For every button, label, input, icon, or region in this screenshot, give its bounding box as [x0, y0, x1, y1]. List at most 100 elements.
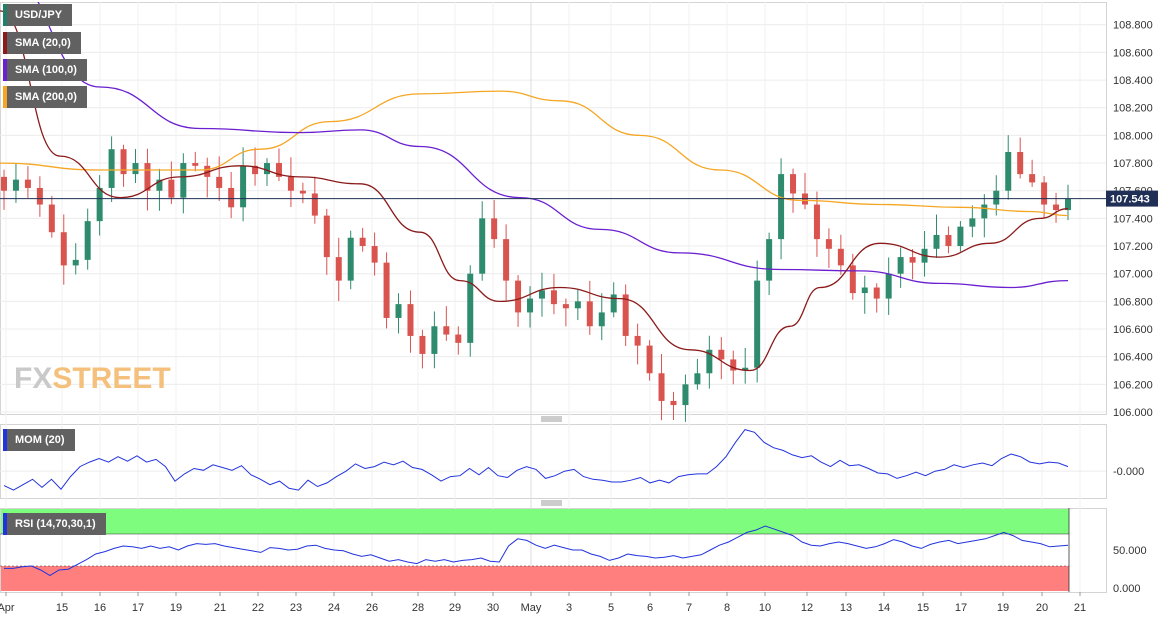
y-tick-label: 107.200	[1113, 241, 1153, 253]
candle-body	[766, 239, 773, 281]
legend-sma-20[interactable]: SMA (20,0)	[3, 32, 81, 54]
candle-body	[670, 400, 677, 406]
x-tick-label: 17	[955, 602, 967, 614]
legend-sma-200[interactable]: SMA (200,0)	[3, 86, 87, 108]
rsi-overbought-zone	[1, 509, 1069, 534]
x-tick-label: 6	[647, 602, 653, 614]
candle-body	[419, 335, 426, 354]
candle-body	[12, 179, 19, 191]
candle-body	[299, 190, 306, 194]
candle-body	[407, 304, 414, 336]
x-tick-label: 21	[1074, 602, 1086, 614]
candle-body	[311, 193, 318, 216]
candle-body	[120, 149, 127, 175]
candle-body	[574, 301, 581, 309]
candle-body	[24, 179, 31, 188]
fxstreet-logo: FXSTREET	[14, 362, 171, 395]
x-tick-label: 28	[412, 602, 424, 614]
candles	[1, 135, 1071, 422]
candle-body	[515, 280, 522, 313]
candle-body	[287, 176, 294, 191]
legend-swatch	[3, 429, 7, 451]
y-tick-label: 108.400	[1113, 75, 1153, 87]
candle-body	[252, 165, 259, 175]
candle-body	[180, 163, 187, 198]
y-tick-label: 106.000	[1113, 407, 1153, 419]
candle-body	[993, 190, 1000, 205]
legend-label: SMA (100,0)	[15, 64, 77, 76]
candle-body	[479, 218, 486, 274]
x-tick-label: 5	[608, 602, 614, 614]
candle-body	[323, 215, 330, 258]
legend-label: MOM (20)	[15, 434, 65, 446]
y-tick-label: 108.800	[1113, 20, 1153, 32]
x-tick-label: 30	[487, 602, 499, 614]
y-tick-label: 107.800	[1113, 158, 1153, 170]
candle-body	[1029, 174, 1036, 183]
y-tick-label: 107.000	[1113, 269, 1153, 281]
legend-swatch	[3, 32, 7, 54]
legend-label: RSI (14,70,30,1)	[15, 518, 96, 530]
candle-body	[813, 204, 820, 240]
candle-body	[156, 179, 163, 191]
candle-body	[491, 218, 498, 240]
last-price-label: 107.543	[1110, 194, 1150, 206]
y-tick-label: 108.000	[1113, 130, 1153, 142]
candle-body	[1005, 151, 1012, 191]
candle-body	[538, 290, 545, 299]
x-tick-label: 7	[686, 602, 692, 614]
candle-body	[610, 294, 617, 313]
x-tick-label: 12	[801, 602, 813, 614]
x-tick-label: 20	[1036, 602, 1048, 614]
x-tick-label: 15	[56, 602, 68, 614]
candle-body	[228, 187, 235, 208]
candle-body	[586, 301, 593, 327]
candle-body	[598, 312, 605, 327]
legend-rsi[interactable]: RSI (14,70,30,1)	[3, 513, 106, 535]
candle-body	[527, 298, 534, 313]
candle-body	[204, 165, 211, 177]
legend-mom[interactable]: MOM (20)	[3, 429, 75, 451]
candle-body	[503, 239, 510, 281]
candle-body	[84, 221, 91, 260]
candle-body	[1, 176, 7, 191]
candle-body	[825, 239, 832, 249]
candle-body	[443, 326, 450, 335]
candle-body	[694, 373, 701, 385]
legend-sma-100[interactable]: SMA (100,0)	[3, 59, 87, 81]
legend-usdjpy[interactable]: USD/JPY	[3, 4, 73, 26]
last-price-badge	[1106, 190, 1158, 207]
candle-body	[335, 257, 342, 281]
x-tick-label: 17	[132, 602, 144, 614]
x-tick-label: 21	[214, 602, 226, 614]
sma-100-line	[37, 2, 1069, 289]
candle-body	[383, 262, 390, 318]
legend-swatch	[3, 513, 7, 535]
y-tick-label: 108.200	[1113, 103, 1153, 115]
candle-body	[467, 273, 474, 343]
candle-body	[873, 287, 880, 299]
x-tick-label: 24	[328, 602, 340, 614]
candle-body	[969, 218, 976, 227]
candle-body	[1017, 151, 1024, 175]
candle-body	[646, 345, 653, 374]
legend-swatch	[3, 86, 7, 108]
legend-swatch	[3, 4, 7, 26]
candle-body	[48, 204, 55, 233]
y-tick-label: 106.400	[1113, 352, 1153, 364]
y-tick-label: 106.200	[1113, 379, 1153, 391]
candle-body	[395, 304, 402, 318]
candle-body	[359, 237, 366, 247]
candle-body	[240, 165, 247, 208]
x-tick-label: 29	[449, 602, 461, 614]
candle-body	[1053, 204, 1060, 211]
x-tick-label: 3	[566, 602, 572, 614]
candle-body	[754, 280, 761, 368]
candle-body	[634, 335, 641, 346]
candle-body	[132, 163, 139, 175]
mom-panel-frame	[0, 424, 1107, 499]
x-tick-label: 13	[840, 602, 852, 614]
x-tick-label: 22	[252, 602, 264, 614]
candle-body	[96, 187, 103, 222]
